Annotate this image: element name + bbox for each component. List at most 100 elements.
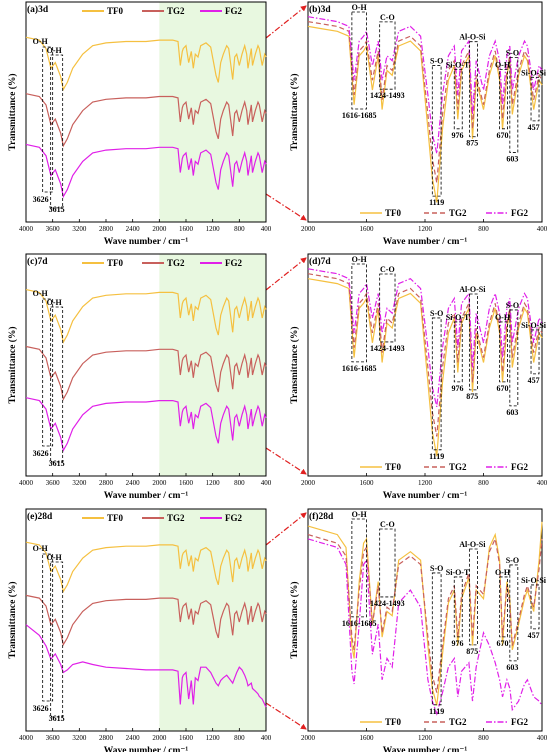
legend-entry-fg2: FG2 [511,208,528,218]
annotation-label: 603 [506,155,518,164]
annotation-label: C-O [380,265,395,274]
y-axis-label: Transmittance (%) [289,326,300,403]
series-line-tg2 [25,93,267,148]
annotation-box [50,561,64,718]
chart-panel-1: 4000 3600 3200 2800 2400 2000 1600 1200 800 400 (a… [7,1,272,247]
legend-entry-fg2: FG2 [511,717,528,727]
x-tick-label: 400 [261,479,272,487]
annotation-label: 875 [466,139,478,148]
annotation-label: 1616-1685 [342,111,377,120]
connector-arrow [265,447,307,475]
annotation-label: S-O [430,56,443,65]
annotation-box [42,298,54,447]
x-axis-label: Wave number / cm⁻¹ [104,746,189,752]
annotation-label: 3615 [49,714,65,723]
x-tick-label: 1600 [360,734,375,742]
annotation-label: 457 [528,631,540,640]
annotation-box [351,518,367,618]
x-tick-label: 4000 [19,225,34,233]
x-tick-label: 1200 [206,225,221,233]
x-tick-label: 1600 [360,225,375,233]
annotation-label: C-O [380,520,395,529]
x-tick-label: 400 [261,225,272,233]
annotation-label: 3626 [33,449,49,458]
annotation-label: 976 [452,639,464,648]
annotation-box [351,263,367,363]
x-tick-label: 2400 [126,734,141,742]
x-tick-label: 400 [537,225,548,233]
annotation-label: O-H [33,289,49,298]
annotation-box [453,321,463,383]
panel-connector-arrows [265,5,307,730]
connector-arrow [265,512,307,546]
annotation-box [50,54,64,209]
annotation-box [509,564,519,662]
x-tick-label: 1600 [179,225,194,233]
annotation-label: 603 [506,663,518,672]
annotation-label: 457 [528,376,540,385]
series-line-tg2 [25,345,267,401]
series-line-tf0 [25,289,267,344]
annotation-box [379,21,396,90]
series-line-tg2 [307,534,543,693]
annotation-box [530,76,540,122]
panel-label: (d)7d [309,256,331,267]
connector-arrow [265,257,307,291]
annotation-label: S-O [506,301,519,310]
series-line-tf0 [25,36,267,92]
annotation-label: O-H [495,313,511,322]
annotation-label: O-H [352,255,368,264]
annotation-label: 3626 [33,704,49,713]
annotation-label: O-H [47,298,63,307]
x-tick-label: 3200 [72,734,87,742]
panel-label: (e)28d [27,511,53,522]
series-line-fg2 [307,16,543,154]
annotation-label: 3615 [49,205,65,214]
x-tick-label: 4000 [19,479,34,487]
x-tick-label: 2000 [152,225,167,233]
annotation-box [453,576,463,638]
annotation-label: 1119 [429,452,444,461]
legend-entry-fg2: FG2 [225,513,242,523]
annotation-label: O-H [495,60,511,69]
annotation-label: O-H [495,568,511,577]
annotation-label: Al-O-Si [459,540,486,549]
annotation-box [509,309,519,407]
chart-panel-4: 2000 1600 1200 800 400 (d)7d Wave number / cm⁻… [289,253,548,501]
annotation-box [530,329,540,375]
annotation-label: 875 [466,647,478,656]
series-line-fg2 [25,143,267,199]
annotation-box [453,69,463,130]
annotation-box [42,553,54,702]
annotation-label: O-H [33,544,49,553]
legend-entry-fg2: FG2 [511,462,528,472]
highlight-region [159,509,266,731]
x-tick-label: 400 [537,734,548,742]
legend-entry-tg2: TG2 [449,208,467,218]
x-tick-label: 3200 [72,225,87,233]
annotation-box [379,273,396,343]
annotation-box [499,576,508,638]
x-tick-label: 1200 [418,734,433,742]
x-tick-label: 1600 [360,479,375,487]
annotation-label: 976 [452,131,464,140]
annotation-label: 875 [466,392,478,401]
x-axis-label: Wave number / cm⁻¹ [383,237,468,247]
y-axis-label: Transmittance (%) [289,581,300,658]
annotation-label: Si-O-T [446,568,470,577]
panel-label: (a)3d [27,4,49,15]
plot-frame [25,508,267,732]
annotation-label: 670 [497,131,509,140]
annotation-label: S-O [430,309,443,318]
x-tick-label: 1200 [206,479,221,487]
x-tick-label: 800 [234,225,245,233]
connector-arrow [265,193,307,221]
series-line-tg2 [307,273,543,437]
legend-entry-tg2: TG2 [167,513,185,523]
series-line-fg2 [307,538,543,716]
annotation-label: Al-O-Si [459,285,486,294]
annotation-box [469,41,479,138]
annotation-label: Al-O-Si [459,33,486,42]
annotation-box [499,321,508,383]
